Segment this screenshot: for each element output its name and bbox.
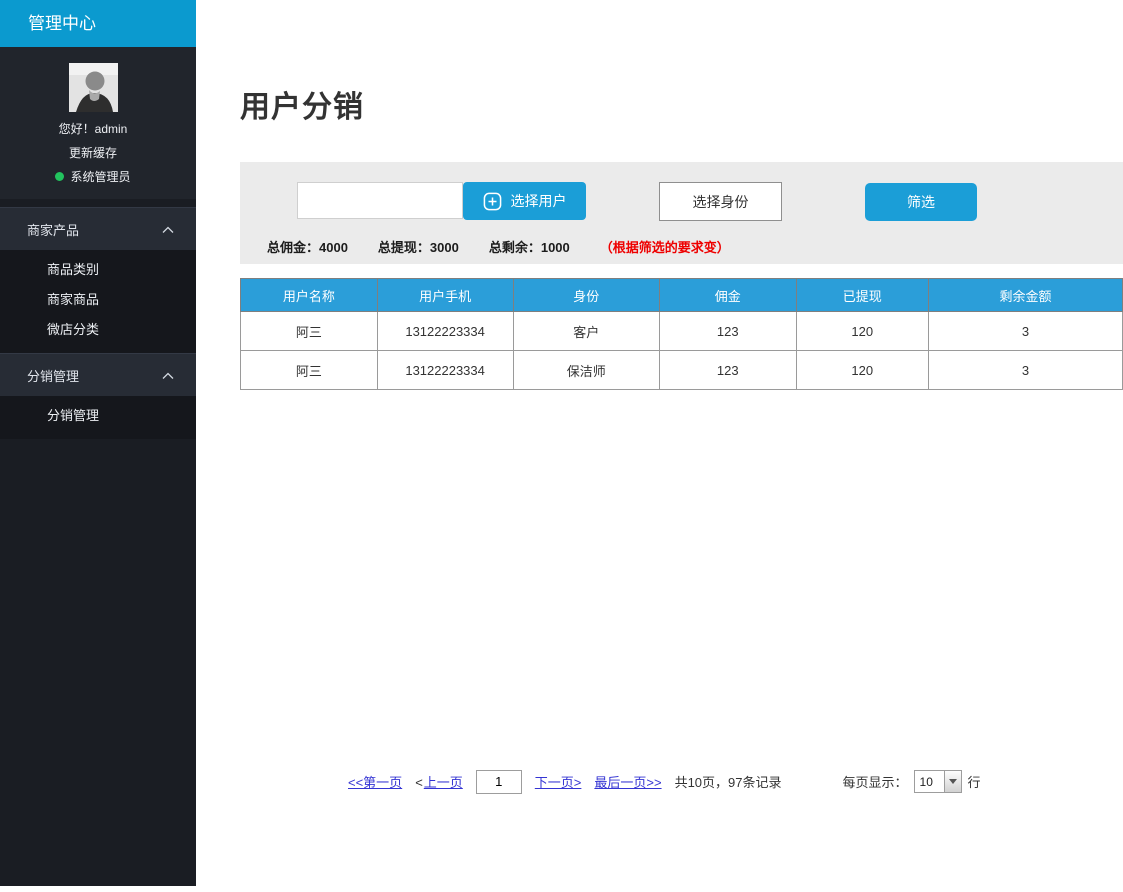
sidebar-menu: 商家产品 商品类别 商家商品 微店分类 分销管理 分销管理 <box>0 207 196 439</box>
distribution-table: 用户名称 用户手机 身份 佣金 已提现 剩余金额 阿三 13122223334 … <box>240 278 1123 390</box>
user-greeting: 您好！admin <box>58 122 128 136</box>
per-page-group: 每页显示： 10 行 <box>843 770 981 793</box>
sidebar: 管理中心 您好！admin 更新缓存 系统管理员 商家产品 商品类别 商家商品 … <box>0 0 196 886</box>
sidebar-item-merchant-goods[interactable]: 商家商品 <box>47 292 100 307</box>
cell-identity: 保洁师 <box>512 350 660 390</box>
user-role-label: 系统管理员 <box>70 170 131 184</box>
sidebar-filler <box>0 439 196 886</box>
menu-parent-label: 分销管理 <box>27 368 80 384</box>
user-search-input[interactable] <box>297 182 463 219</box>
sidebar-item-merchant-products[interactable]: 商家产品 <box>0 207 196 250</box>
user-panel: 您好！admin 更新缓存 系统管理员 <box>0 47 196 199</box>
pagination: <<第一页 <上一页 下一页> 最后一页>> 共10页，97条记录 每页显示： … <box>348 768 981 795</box>
stat-total-withdrawn: 总提现：3000 <box>377 240 459 255</box>
plus-icon <box>483 192 502 211</box>
table-row: 阿三 13122223334 客户 123 120 3 <box>240 311 1123 351</box>
refresh-cache-link[interactable]: 更新缓存 <box>68 146 117 160</box>
sidebar-item-distribution-mgmt[interactable]: 分销管理 <box>0 353 196 396</box>
col-phone: 用户手机 <box>376 278 514 312</box>
stats-note: （根据筛选的要求变） <box>599 240 730 255</box>
cell-remaining: 3 <box>927 311 1123 351</box>
last-page-link[interactable]: 最后一页>> <box>594 775 662 790</box>
prev-page-link[interactable]: 上一页 <box>423 775 463 790</box>
page-title: 用户分销 <box>240 91 364 124</box>
current-page-input[interactable] <box>475 769 522 794</box>
online-status-dot-icon <box>55 172 65 181</box>
app-title: 管理中心 <box>0 0 196 47</box>
col-remaining: 剩余金额 <box>927 278 1123 312</box>
sidebar-item-microstore-category[interactable]: 微店分类 <box>47 322 100 337</box>
user-role: 系统管理员 <box>6 168 180 185</box>
pagination-summary: 共10页，97条记录 <box>674 775 782 790</box>
cell-username: 阿三 <box>240 350 378 390</box>
stat-total-remaining: 总剩余：1000 <box>488 240 570 255</box>
cell-commission: 123 <box>658 311 797 351</box>
col-withdrawn: 已提现 <box>795 278 929 312</box>
cell-identity: 客户 <box>512 311 660 351</box>
first-page-link[interactable]: <<第一页 <box>348 775 403 790</box>
sidebar-item-product-category[interactable]: 商品类别 <box>47 262 100 277</box>
sidebar-item-distribution[interactable]: 分销管理 <box>47 408 100 423</box>
main-content: 用户分销 选择用户 选择身份 筛选 总佣金：4000 总提现：3000 总剩余：… <box>196 0 1123 892</box>
table-row: 阿三 13122223334 保洁师 123 120 3 <box>240 350 1123 390</box>
cell-withdrawn: 120 <box>795 350 929 390</box>
filter-panel: 选择用户 选择身份 筛选 总佣金：4000 总提现：3000 总剩余：1000 … <box>240 162 1123 264</box>
submenu-distribution-mgmt: 分销管理 <box>0 396 196 439</box>
rows-label: 行 <box>967 775 981 790</box>
per-page-label: 每页显示： <box>842 775 908 790</box>
menu-parent-label: 商家产品 <box>27 222 80 238</box>
avatar <box>68 63 118 112</box>
select-user-button[interactable]: 选择用户 <box>463 182 586 220</box>
submenu-merchant-products: 商品类别 商家商品 微店分类 <box>0 250 196 353</box>
cell-username: 阿三 <box>240 311 378 351</box>
select-user-label: 选择用户 <box>510 193 567 209</box>
cell-phone: 13122223334 <box>376 311 514 351</box>
prev-page-prefix: < <box>415 775 423 790</box>
chevron-up-icon <box>162 368 174 383</box>
stats-row: 总佣金：4000 总提现：3000 总剩余：1000 （根据筛选的要求变） <box>267 237 730 256</box>
chevron-up-icon <box>162 222 174 237</box>
select-identity-button[interactable]: 选择身份 <box>659 182 782 221</box>
filter-button[interactable]: 筛选 <box>865 183 977 221</box>
per-page-select[interactable]: 10 <box>913 770 962 793</box>
next-page-link[interactable]: 下一页> <box>534 775 582 790</box>
cell-withdrawn: 120 <box>795 311 929 351</box>
per-page-value: 10 <box>919 774 933 789</box>
stat-total-commission: 总佣金：4000 <box>267 240 348 255</box>
cell-remaining: 3 <box>927 350 1123 390</box>
dropdown-arrow-icon <box>943 771 961 792</box>
col-username: 用户名称 <box>240 278 378 312</box>
col-identity: 身份 <box>512 278 660 312</box>
table-header-row: 用户名称 用户手机 身份 佣金 已提现 剩余金额 <box>240 278 1123 312</box>
cell-commission: 123 <box>658 350 797 390</box>
cell-phone: 13122223334 <box>376 350 514 390</box>
col-commission: 佣金 <box>658 278 797 312</box>
